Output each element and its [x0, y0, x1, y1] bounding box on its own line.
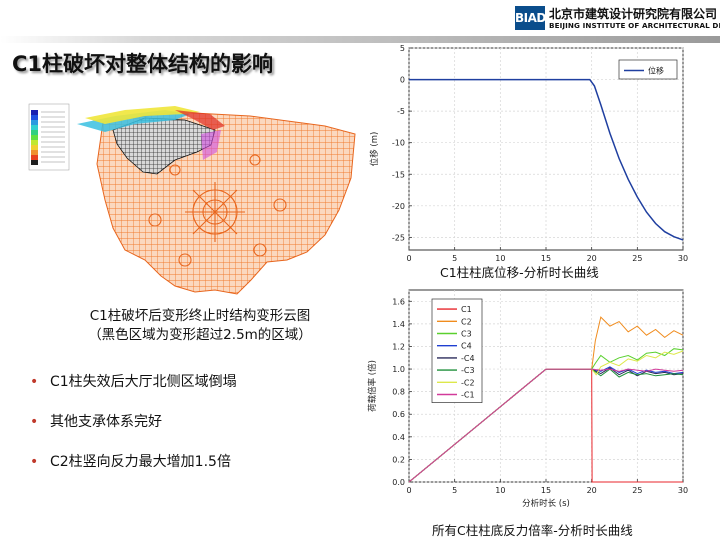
series-line-C3 [408, 348, 684, 483]
y-tick-label: 0.6 [392, 410, 405, 419]
legend-label: C2 [461, 317, 472, 326]
x-tick-label: 20 [587, 486, 597, 495]
series-line--C2 [408, 350, 684, 483]
series-line-C2 [408, 316, 684, 483]
y-tick-label: -25 [392, 233, 405, 242]
y-tick-label: 1.2 [392, 342, 405, 351]
x-tick-label: 20 [587, 254, 597, 263]
y-tick-label: 1.4 [392, 320, 405, 329]
y-tick-label: 0.4 [392, 433, 405, 442]
x-tick-label: 0 [406, 486, 411, 495]
x-tick-label: 15 [541, 254, 551, 263]
y-tick-label: 0 [400, 76, 405, 85]
y-tick-label: -20 [392, 202, 405, 211]
legend-label: 位移 [648, 66, 664, 76]
y-tick-label: 0.0 [392, 478, 405, 487]
x-tick-label: 10 [495, 486, 505, 495]
x-tick-label: 10 [495, 254, 505, 263]
bullet-text: C2柱竖向反力最大增加1.5倍 [50, 454, 231, 470]
legend-label: -C2 [461, 378, 475, 387]
bullet-item: • C1柱失效后大厅北侧区域倒塌 [30, 372, 237, 412]
biad-logo: BIAD [515, 6, 546, 30]
y-axis-label: 荷载倍率 (倍) [367, 360, 378, 412]
org-name-en: BEIJING INSTITUTE OF ARCHITECTURAL DESIG… [549, 21, 720, 30]
x-tick-label: 5 [452, 486, 457, 495]
x-tick-label: 25 [632, 486, 642, 495]
bullet-item: • 其他支承体系完好 [30, 412, 237, 452]
contour-bands [77, 110, 190, 132]
x-tick-label: 15 [541, 486, 551, 495]
contour-legend [28, 103, 70, 171]
header-divider-bar [0, 36, 720, 43]
chart2-caption: 所有C柱柱底反力倍率-分析时长曲线 [432, 523, 633, 538]
displacement-chart: 0 5 10 15 20 25 30 5 0 -5 -10 -15 -20 -25 位移 (m) 位移 [369, 44, 688, 263]
x-tick-label: 30 [678, 486, 688, 495]
y-tick-label: 5 [400, 44, 405, 53]
legend-label: C4 [461, 342, 472, 351]
bullet-dot-icon: • [30, 414, 39, 430]
series-line--C1 [408, 368, 684, 483]
legend-label: -C4 [461, 354, 475, 363]
x-tick-label: 30 [678, 254, 688, 263]
bullet-text: C1柱失效后大厅北侧区域倒塌 [50, 374, 237, 390]
figure-caption-line2: （黑色区域为变形超过2.5m的区域） [88, 327, 312, 343]
chart1-caption: C1柱柱底位移-分析时长曲线 [440, 265, 599, 280]
y-axis-label: 位移 (m) [369, 132, 380, 167]
legend-box [618, 59, 678, 80]
legend-label: -C1 [461, 391, 475, 400]
org-name-cn: 北京市建筑设计研究院有限公司 [549, 7, 718, 21]
x-tick-label: 5 [452, 254, 457, 263]
x-tick-label: 25 [632, 254, 642, 263]
x-tick-label: 0 [406, 254, 411, 263]
bullet-list: • C1柱失效后大厅北侧区域倒塌 • 其他支承体系完好 • C2柱竖向反力最大增加1.… [30, 372, 237, 492]
y-tick-label: 0.2 [392, 455, 405, 464]
legend-label: -C3 [461, 366, 475, 375]
y-tick-label: -5 [397, 107, 405, 116]
y-tick-label: 1.6 [392, 297, 405, 306]
legend-box [431, 298, 483, 403]
bullet-dot-icon: • [30, 454, 39, 470]
y-tick-label: -10 [392, 139, 405, 148]
figure-caption-line1: C1柱破坏后变形终止时结构变形云图 [89, 308, 311, 324]
legend-label: C3 [461, 330, 472, 339]
legend-label: C1 [461, 305, 472, 314]
reaction-ratio-chart: 0 5 10 15 20 25 30 0.0 0.2 0.4 0.6 0.8 1.0 1.2 1.4 1.6 荷… [367, 289, 688, 509]
bullet-dot-icon: • [30, 374, 39, 390]
collapsed-region-black [112, 117, 216, 175]
x-axis-label: 分析时长 (s) [522, 498, 570, 509]
deformation-contour-figure [28, 103, 356, 295]
y-tick-label: 1.0 [392, 365, 405, 374]
y-tick-label: 0.8 [392, 388, 405, 397]
slide-title: C1柱破坏对整体结构的影响 [12, 52, 274, 76]
bullet-item: • C2柱竖向反力最大增加1.5倍 [30, 452, 237, 492]
bullet-text: 其他支承体系完好 [50, 414, 162, 430]
y-tick-label: -15 [392, 170, 405, 179]
series-line-位移 [409, 78, 684, 241]
